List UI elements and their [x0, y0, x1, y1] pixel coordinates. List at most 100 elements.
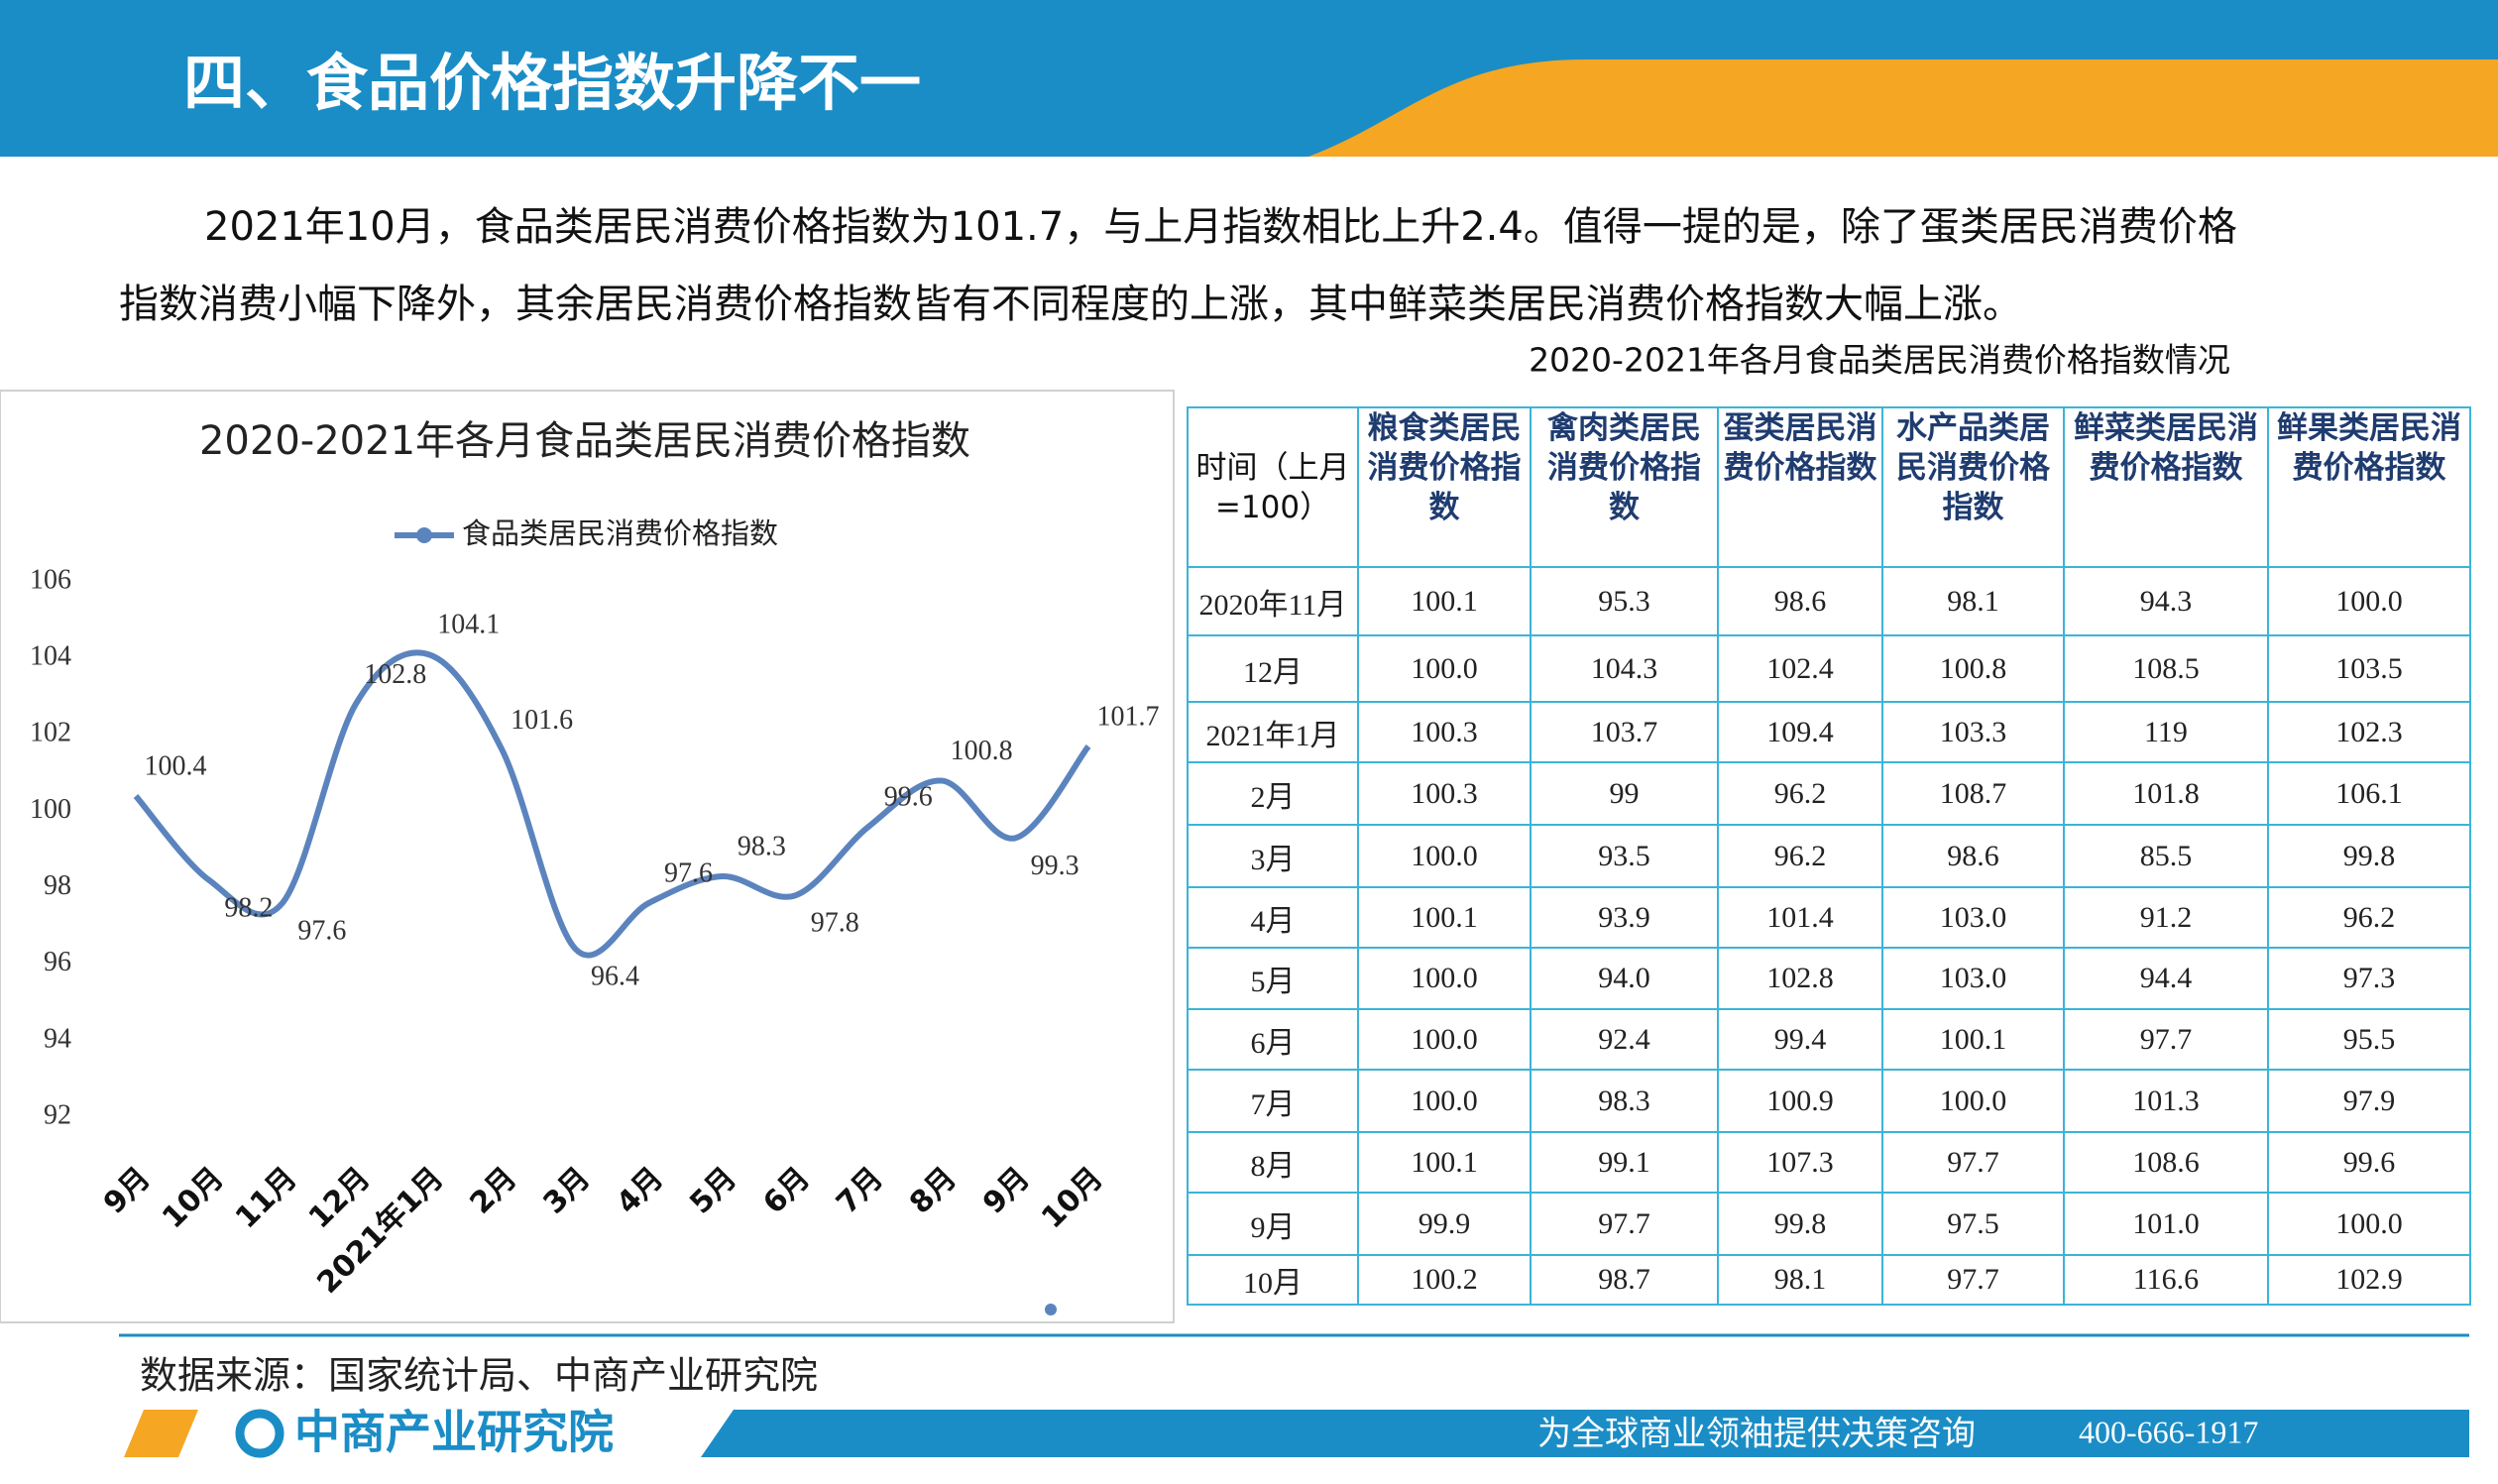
x-tick-label: 9月 — [976, 1161, 1037, 1221]
data-label: 96.4 — [591, 962, 639, 992]
table-cell: 7月 — [1187, 1069, 1359, 1133]
y-tick-label: 98 — [44, 870, 71, 901]
table-cell: 100.0 — [1357, 1008, 1532, 1071]
table-cell: 95.5 — [2267, 1008, 2471, 1071]
header-cell: 鲜果类居民消费价格指数 — [2267, 406, 2471, 568]
table-cell: 94.0 — [1530, 947, 1719, 1010]
y-tick-label: 106 — [30, 564, 71, 595]
table-cell: 103.5 — [2267, 634, 2471, 703]
y-tick-label: 102 — [30, 718, 71, 748]
slogan: 为全球商业领袖提供决策咨询 — [1537, 1415, 1976, 1454]
x-tick-label: 5月 — [683, 1161, 743, 1221]
table-cell: 102.3 — [2267, 701, 2471, 763]
table-cell: 8月 — [1187, 1131, 1359, 1194]
table-cell: 100.0 — [1357, 1069, 1532, 1133]
table-cell: 99.6 — [2267, 1131, 2471, 1194]
y-tick-label: 94 — [44, 1023, 71, 1054]
table-cell: 99.9 — [1357, 1192, 1532, 1256]
header-swoosh — [1308, 59, 2498, 157]
table-row: 5月 100.0 94.0 102.8 103.0 94.4 97.3 — [1187, 947, 2471, 1010]
table-cell: 94.4 — [2063, 947, 2269, 1010]
table-cell: 100.1 — [1357, 566, 1532, 636]
data-label: 104.1 — [437, 610, 500, 640]
table-cell: 93.9 — [1530, 886, 1719, 949]
table-row: 3月 100.0 93.5 96.2 98.6 85.5 99.8 — [1187, 824, 2471, 888]
table-cell: 107.3 — [1717, 1131, 1883, 1194]
table-cell: 96.2 — [1717, 824, 1883, 888]
data-label: 102.8 — [364, 659, 426, 690]
x-tick-label: 8月 — [903, 1161, 964, 1221]
table-cell: 4月 — [1187, 886, 1359, 949]
header-cell: 蛋类居民消费价格指数 — [1717, 406, 1883, 568]
table-cell: 5月 — [1187, 947, 1359, 1010]
table-cell: 108.6 — [2063, 1131, 2269, 1194]
table-cell: 101.3 — [2063, 1069, 2269, 1133]
table-cell: 2021年1月 — [1187, 701, 1359, 763]
table-row: 7月 100.0 98.3 100.9 100.0 101.3 97.9 — [1187, 1069, 2471, 1133]
table-cell: 98.6 — [1717, 566, 1883, 636]
page-title: 四、食品价格指数升降不一 — [183, 47, 921, 119]
header-cell: 水产品类居民消费价格指数 — [1881, 406, 2065, 568]
table-cell: 99 — [1530, 761, 1719, 826]
table-cell: 97.9 — [2267, 1069, 2471, 1133]
data-table: 时间（上月=100） 粮食类居民消费价格指数 禽肉类居民消费价格指数 蛋类居民消费价格… — [1187, 406, 2471, 1306]
source: 数据来源：国家统计局、中商产业研究院 — [140, 1354, 818, 1398]
table-cell: 100.0 — [1357, 947, 1532, 1010]
table-cell: 100.3 — [1357, 701, 1532, 763]
data-label: 99.6 — [884, 781, 933, 812]
header-cell: 粮食类居民消费价格指数 — [1357, 406, 1532, 568]
logo-text: 中商产业研究院 — [294, 1406, 614, 1459]
series-line — [133, 649, 1091, 959]
table-cell: 95.3 — [1530, 566, 1719, 636]
table-cell: 96.2 — [1717, 761, 1883, 826]
header-cell: 鲜菜类居民消费价格指数 — [2063, 406, 2269, 568]
x-tick-label: 6月 — [756, 1161, 817, 1221]
table-cell: 100.2 — [1357, 1254, 1532, 1306]
table-cell: 109.4 — [1717, 701, 1883, 763]
x-tick-label: 4月 — [610, 1161, 670, 1221]
table-cell: 3月 — [1187, 824, 1359, 888]
paragraph-line: 指数消费小幅下降外，其余居民消费价格指数皆有不同程度的上涨，其中鲜菜类居民消费价… — [119, 282, 2022, 327]
x-tick-label: 10月 — [156, 1161, 230, 1235]
x-tick-label: 9月 — [97, 1161, 158, 1221]
legend-label: 食品类居民消费价格指数 — [462, 516, 778, 550]
dot — [1045, 1304, 1057, 1315]
table-cell: 100.3 — [1357, 761, 1532, 826]
table-cell: 94.3 — [2063, 566, 2269, 636]
table-cell: 97.7 — [1530, 1192, 1719, 1256]
table-cell: 102.4 — [1717, 634, 1883, 703]
data-label: 98.3 — [738, 831, 786, 861]
table-cell: 97.5 — [1881, 1192, 2065, 1256]
table-title: 2020-2021年各月食品类居民消费价格指数情况 — [1529, 341, 2230, 380]
table-cell: 100.9 — [1717, 1069, 1883, 1133]
table-cell: 103.7 — [1530, 701, 1719, 763]
x-tick-label: 11月 — [229, 1161, 303, 1235]
table-cell: 98.3 — [1530, 1069, 1719, 1133]
data-label: 99.3 — [1031, 851, 1079, 881]
table-cell: 100.0 — [1881, 1069, 2065, 1133]
paragraph-line: 2021年10月，食品类居民消费价格指数为101.7，与上月指数相比上升2.4。… — [204, 204, 2237, 250]
table-cell: 103.3 — [1881, 701, 2065, 763]
table-cell: 92.4 — [1530, 1008, 1719, 1071]
header-cell: 禽肉类居民消费价格指数 — [1530, 406, 1719, 568]
table-cell: 99.8 — [1717, 1192, 1883, 1256]
table-cell: 100.0 — [1357, 634, 1532, 703]
table-cell: 6月 — [1187, 1008, 1359, 1071]
table-cell: 100.0 — [1357, 824, 1532, 888]
table-cell: 101.4 — [1717, 886, 1883, 949]
table-cell: 119 — [2063, 701, 2269, 763]
table-cell: 97.7 — [2063, 1008, 2269, 1071]
table-cell: 100.1 — [1357, 1131, 1532, 1194]
table-cell: 106.1 — [2267, 761, 2471, 826]
chart-frame — [0, 390, 1175, 1323]
table-cell: 116.6 — [2063, 1254, 2269, 1306]
x-tick-label: 10月 — [1035, 1161, 1109, 1235]
header-cell: 时间（上月=100） — [1187, 406, 1359, 568]
table-row: 8月 100.1 99.1 107.3 97.7 108.6 99.6 — [1187, 1131, 2471, 1194]
y-tick-label: 104 — [30, 641, 71, 672]
table-cell: 99.1 — [1530, 1131, 1719, 1194]
table-row: 12月 100.0 104.3 102.4 100.8 108.5 103.5 — [1187, 634, 2471, 703]
table-cell: 97.7 — [1881, 1131, 2065, 1194]
